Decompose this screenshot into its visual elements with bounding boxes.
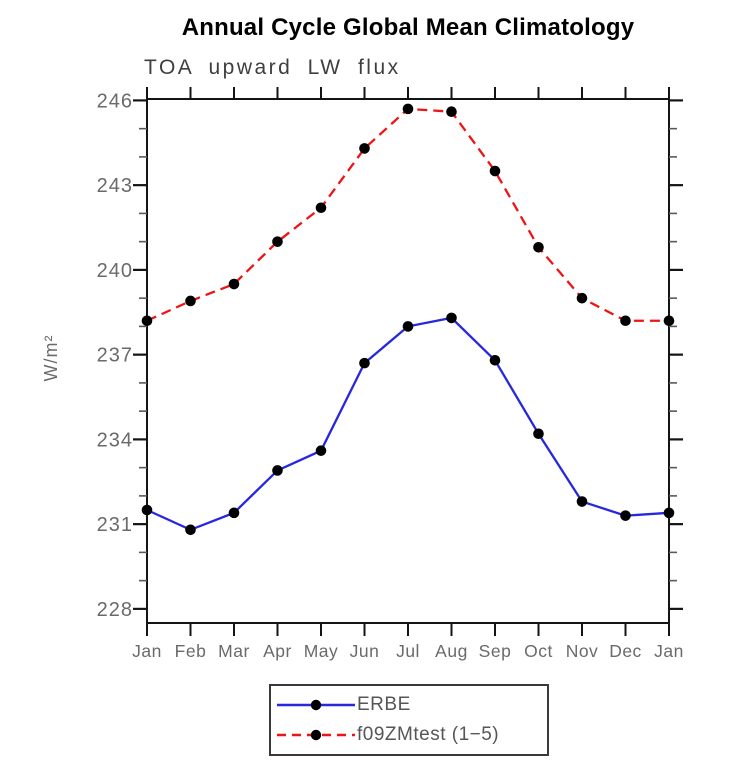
legend-marker-dot — [310, 730, 322, 741]
y-tick-label: 234 — [97, 429, 133, 451]
x-tick-label: Jan — [132, 641, 162, 661]
y-tick-label: 228 — [97, 599, 133, 621]
x-tick-label: Dec — [609, 641, 642, 661]
plot-frame — [146, 98, 670, 624]
x-tick-label: Feb — [175, 641, 207, 661]
axis-ticks — [133, 87, 683, 636]
series-markers-f09ZMtest-1-5- — [141, 103, 675, 327]
chart-title: Annual Cycle Global Mean Climatology — [181, 14, 635, 41]
legend-label: f09ZMtest (1−5) — [357, 724, 500, 746]
legend-marker-dot — [310, 699, 322, 710]
data-point — [141, 504, 153, 516]
data-point — [315, 202, 327, 214]
data-point — [446, 312, 457, 324]
series-line-f09ZMtest-1-5- — [146, 107, 669, 322]
x-tick-label: Sep — [479, 641, 512, 661]
y-axis-title: W/m² — [41, 335, 61, 382]
legend-line-sample — [277, 699, 355, 710]
x-tick-label: May — [304, 641, 339, 661]
data-point — [446, 106, 457, 118]
x-tick-label: Jul — [396, 641, 420, 661]
series-line-ERBE — [146, 316, 670, 532]
data-point — [533, 242, 544, 253]
data-point — [489, 165, 501, 177]
y-tick-label: 237 — [97, 345, 133, 367]
x-tick-label: Nov — [566, 641, 599, 661]
legend-item: f09ZMtest (1−5) — [275, 723, 547, 747]
x-tick-label: Oct — [524, 641, 553, 661]
data-point — [576, 292, 588, 304]
x-tick-label: Aug — [435, 641, 468, 661]
y-tick-label: 231 — [97, 514, 133, 536]
data-point — [663, 507, 675, 519]
data-point — [402, 321, 414, 332]
data-point — [533, 428, 544, 440]
y-tick-label: 246 — [97, 90, 133, 112]
legend-line-sample — [277, 730, 355, 741]
legend-item: ERBE — [275, 693, 547, 717]
legend: ERBE f09ZMtest (1−5) — [269, 684, 549, 756]
legend-label: ERBE — [357, 693, 411, 715]
x-tick-label: Mar — [218, 641, 250, 661]
y-tick-label: 240 — [97, 260, 133, 282]
data-point — [402, 103, 414, 115]
data-point — [185, 524, 196, 536]
data-point — [620, 510, 631, 521]
data-point — [576, 496, 588, 507]
data-point — [359, 357, 370, 369]
y-tick-label: 243 — [97, 175, 133, 197]
data-point — [228, 278, 240, 290]
data-point — [272, 236, 283, 247]
data-point — [141, 315, 153, 327]
series-markers-ERBE — [141, 312, 675, 536]
data-point — [272, 465, 283, 476]
data-point — [489, 354, 501, 366]
data-point — [663, 315, 675, 327]
data-point — [620, 315, 631, 327]
chart-subtitle: TOA upward LW flux — [144, 56, 401, 79]
x-tick-label: Jan — [654, 641, 684, 661]
data-point — [359, 143, 370, 154]
data-point — [228, 507, 240, 519]
x-tick-label: Jun — [350, 641, 380, 661]
data-point — [185, 295, 196, 307]
data-point — [315, 445, 327, 456]
axis-tick-labels: 228 231 234 237 240 243 246 Jan Feb Mar Apr May Jun J… — [97, 90, 684, 661]
x-tick-label: Apr — [263, 641, 292, 661]
